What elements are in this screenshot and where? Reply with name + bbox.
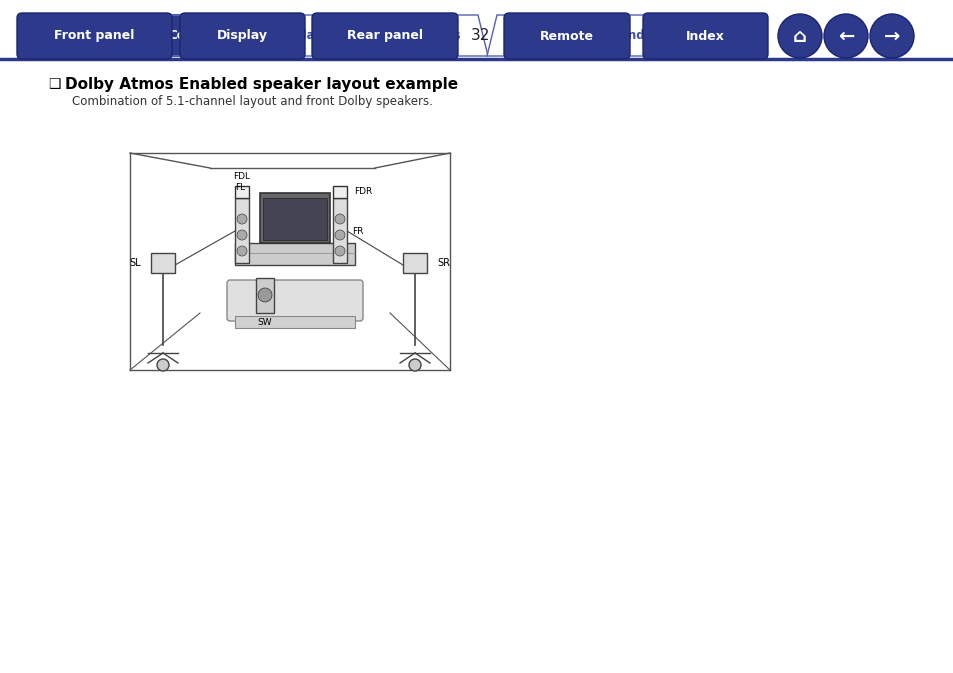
Circle shape — [236, 214, 247, 224]
Text: →: → — [882, 26, 900, 46]
Polygon shape — [377, 15, 488, 56]
FancyBboxPatch shape — [333, 198, 347, 263]
Circle shape — [335, 230, 345, 240]
Text: FDL: FDL — [233, 172, 251, 181]
Text: Combination of 5.1-channel layout and front Dolby speakers.: Combination of 5.1-channel layout and fr… — [71, 95, 433, 108]
Text: FL: FL — [234, 183, 245, 192]
Text: FDR: FDR — [354, 188, 372, 197]
Text: Remote: Remote — [539, 30, 594, 42]
Text: ←: ← — [837, 26, 853, 46]
Circle shape — [409, 359, 420, 371]
Text: SR: SR — [436, 258, 450, 268]
FancyBboxPatch shape — [402, 253, 427, 273]
Text: Tips: Tips — [509, 29, 537, 42]
Polygon shape — [486, 15, 559, 56]
Circle shape — [236, 230, 247, 240]
FancyBboxPatch shape — [312, 13, 457, 59]
Text: Dolby Atmos Enabled speaker layout example: Dolby Atmos Enabled speaker layout examp… — [65, 77, 457, 92]
Circle shape — [823, 14, 867, 58]
FancyBboxPatch shape — [234, 243, 355, 265]
Circle shape — [157, 359, 169, 371]
Text: Connections: Connections — [168, 29, 250, 42]
Polygon shape — [18, 15, 148, 56]
Text: ⌂: ⌂ — [792, 26, 806, 46]
Text: Rear panel: Rear panel — [347, 30, 422, 42]
Circle shape — [257, 288, 272, 302]
Text: Front panel: Front panel — [54, 30, 134, 42]
Text: 32: 32 — [471, 28, 490, 44]
Text: SL: SL — [130, 258, 141, 268]
FancyBboxPatch shape — [227, 280, 363, 321]
FancyBboxPatch shape — [260, 193, 330, 243]
FancyBboxPatch shape — [180, 13, 305, 59]
Text: FR: FR — [352, 227, 363, 236]
Circle shape — [869, 14, 913, 58]
Circle shape — [236, 246, 247, 256]
Circle shape — [335, 246, 345, 256]
FancyBboxPatch shape — [503, 13, 629, 59]
Text: Appendix: Appendix — [595, 29, 657, 42]
Text: Settings: Settings — [405, 29, 460, 42]
FancyBboxPatch shape — [234, 186, 249, 198]
Text: Playback: Playback — [294, 29, 354, 42]
Text: Contents: Contents — [53, 29, 112, 42]
FancyBboxPatch shape — [333, 186, 347, 198]
Text: Index: Index — [685, 30, 724, 42]
Polygon shape — [148, 15, 270, 56]
Polygon shape — [268, 15, 379, 56]
FancyBboxPatch shape — [234, 198, 249, 263]
Text: SW: SW — [257, 318, 272, 327]
Circle shape — [778, 14, 821, 58]
Text: Display: Display — [216, 30, 268, 42]
FancyBboxPatch shape — [151, 253, 174, 273]
FancyBboxPatch shape — [263, 198, 327, 240]
Text: ❑: ❑ — [48, 77, 60, 91]
FancyBboxPatch shape — [642, 13, 767, 59]
Circle shape — [335, 214, 345, 224]
FancyBboxPatch shape — [17, 13, 172, 59]
FancyBboxPatch shape — [255, 278, 274, 313]
Polygon shape — [558, 15, 695, 56]
FancyBboxPatch shape — [234, 316, 355, 328]
